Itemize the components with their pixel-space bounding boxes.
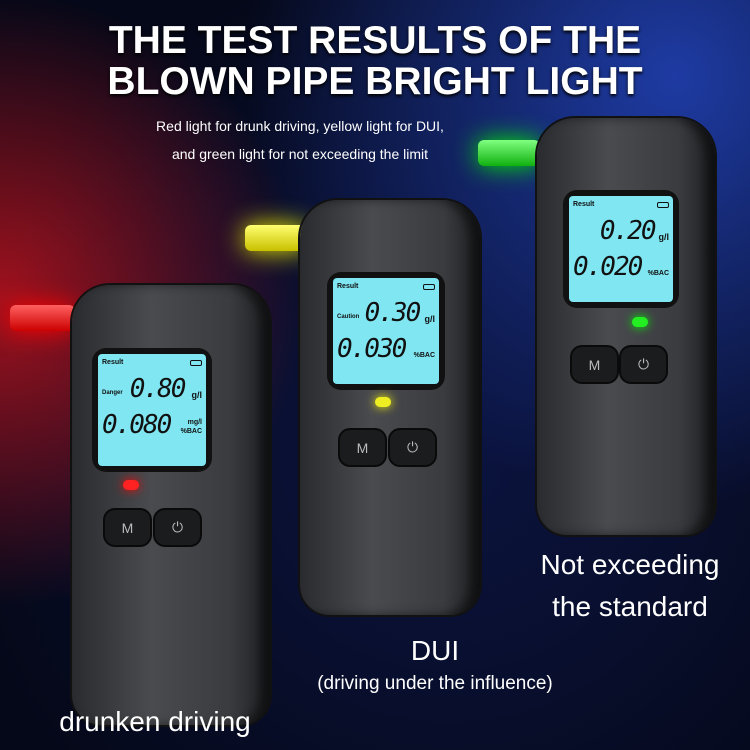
value-gl: 0.20 [599,216,657,246]
caption-line-1: Not exceeding [540,549,720,580]
power-icon: ⏻ [637,356,650,372]
m-button[interactable]: M [572,347,617,382]
unit-bac: %BAC [413,352,435,359]
breathalyzer-green [537,118,715,535]
caption-green: Not exceeding the standard [525,544,735,628]
battery-icon [190,360,202,366]
caption-line-2: the standard [552,591,708,622]
unit-bac: %BAC [647,270,669,277]
value-bac: 0.080 [102,410,172,440]
battery-icon [423,284,435,290]
red-mouthpiece [10,305,75,331]
unit-gl: g/l [424,314,436,324]
unit-gl: g/l [658,232,670,242]
caption-red: drunken driving [59,706,251,737]
unit-gl: g/l [191,390,202,400]
m-button[interactable]: M [340,430,385,465]
unit-bac: %BAC [180,428,202,435]
unit-mgl: mg/l [187,419,202,426]
value-gl: 0.30 [364,298,422,328]
result-label: Result [573,201,595,208]
red-indicator-light [123,480,139,490]
power-button[interactable]: ⏻ [155,510,200,545]
power-button[interactable]: ⏻ [621,347,666,382]
green-mouthpiece [478,140,540,166]
subtitle: Red light for drunk driving, yellow ligh… [0,112,600,168]
green-indicator-light [632,317,648,327]
level-label: Danger [102,390,123,396]
lcd-screen: Result 0.20 g/l 0.020 %BAC [563,190,679,308]
headline-line-2: BLOWN PIPE BRIGHT LIGHT [107,60,643,103]
result-label: Result [102,359,124,366]
level-label: Caution [337,314,360,320]
m-button[interactable]: M [105,510,150,545]
value-gl: 0.80 [129,374,187,404]
caption-yellow-detail: (driving under the influence) [317,673,553,694]
subtitle-line-2: and green light for not exceeding the li… [171,146,429,162]
subtitle-line-1: Red light for drunk driving, yellow ligh… [156,118,444,134]
lcd-screen: Result Danger 0.80 g/l 0.080 mg/l %BAC [92,348,212,472]
headline-line-1: THE TEST RESULTS OF THE [108,19,642,62]
power-button[interactable]: ⏻ [390,430,435,465]
lcd-screen: Result Caution 0.30 g/l 0.030 %BAC [327,272,445,390]
battery-icon [657,202,669,208]
result-label: Result [337,283,359,290]
yellow-mouthpiece [245,225,307,251]
value-bac: 0.030 [337,334,407,364]
headline: THE TEST RESULTS OF THE BLOWN PIPE BRIGHT… [0,20,750,102]
value-bac: 0.020 [573,252,643,282]
power-icon: ⏻ [406,439,419,455]
power-icon: ⏻ [171,519,184,535]
caption-yellow: DUI [410,635,460,666]
yellow-indicator-light [375,397,391,407]
breathalyzer-yellow [300,200,480,615]
